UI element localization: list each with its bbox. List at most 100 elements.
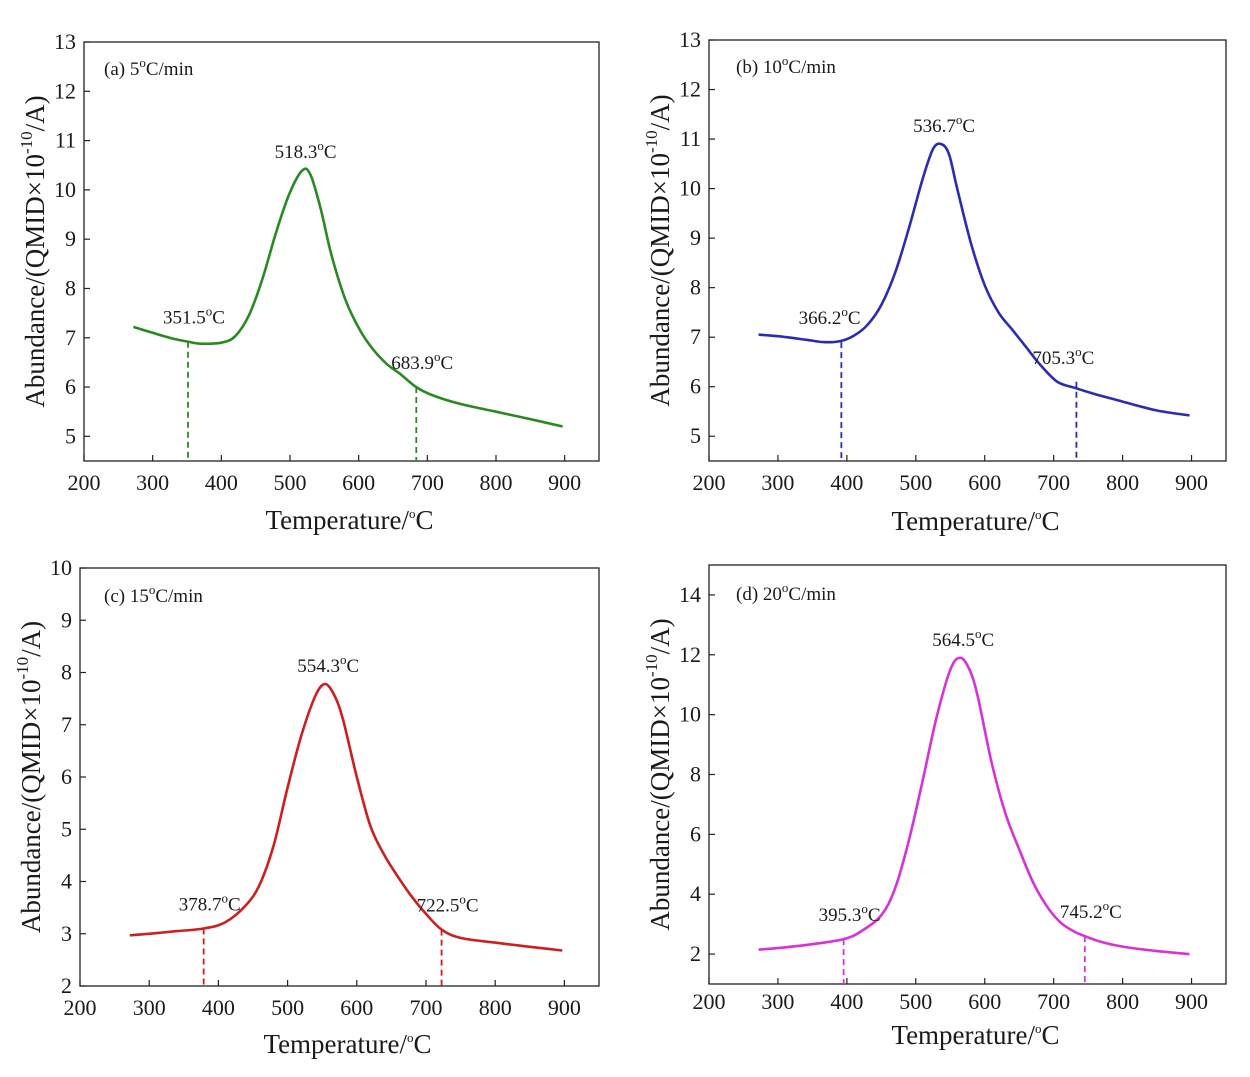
panel-label: (a) 5oC/min [104, 55, 194, 80]
annotation-end: 745.2oC [1060, 898, 1122, 923]
x-tick-label: 200 [64, 995, 97, 1020]
annotation-value: 351.5 [163, 308, 206, 329]
x-tick-label: 600 [968, 470, 1001, 495]
y-tick-label: 8 [690, 275, 701, 300]
panel-label: (b) 10oC/min [736, 53, 836, 78]
annotation-value: 536.7 [913, 116, 956, 137]
y-axis-title-text: Abundance/(QMID×10 [645, 153, 675, 407]
exponent-superscript: -10 [17, 131, 36, 154]
annotation-unit: C [441, 353, 454, 374]
degree-superscript: o [1103, 898, 1110, 913]
annotation-unit: C [228, 895, 241, 916]
panel-label: (c) 15oC/min [104, 582, 203, 607]
annotation-value: 745.2 [1060, 902, 1103, 923]
y-axis-title-text: Abundance/(QMID×10 [16, 680, 46, 934]
annotation-value: 554.3 [297, 656, 340, 677]
x-tick-label: 800 [1106, 989, 1139, 1014]
panel-c: 200 300 400 500 600 700 800 900 2 3 4 5 6 7 8 9 10 Temper… [13, 555, 600, 1059]
y-tick-label: 8 [690, 762, 701, 787]
x-tick-label: 900 [1175, 470, 1208, 495]
annotation-unit: C [1109, 902, 1122, 923]
y-tick-label: 6 [690, 821, 701, 846]
series-line-d [758, 656, 1190, 956]
x-axis-title-text: Temperature/ [891, 1020, 1035, 1050]
annotation-end: 722.5oC [417, 892, 479, 917]
x-tick-label: 600 [340, 995, 373, 1020]
annotation-onset: 395.3oC [819, 901, 881, 926]
y-tick-label: 5 [61, 816, 72, 841]
x-tick-label: 900 [1175, 989, 1208, 1014]
y-tick-label: 7 [65, 325, 76, 350]
annotation-value: 683.9 [391, 353, 434, 374]
series-line-a [133, 167, 563, 428]
degree-superscript: o [861, 901, 868, 916]
x-tick-label: 300 [133, 995, 166, 1020]
annotation-peak: 536.7oC [913, 112, 975, 137]
panel-label-text: (d) 20 [736, 584, 782, 605]
degree-superscript: o [139, 55, 146, 70]
y-axis-title: Abundance/(QMID×10-10/A) [13, 621, 46, 933]
y-tick-label: 6 [65, 374, 76, 399]
y-axis-title-unit: /A) [16, 621, 46, 657]
y-axis-title: Abundance/(QMID×10-10/A) [17, 95, 50, 407]
degree-superscript: o [340, 652, 347, 667]
x-tick-label: 500 [274, 470, 307, 495]
y-tick-label: 12 [54, 78, 76, 103]
degree-superscript: o [841, 304, 848, 319]
plot-frame [79, 567, 600, 987]
panel-label-text: (a) 5 [104, 59, 139, 80]
panel-label-unit: C/min [155, 586, 203, 607]
y-tick-label: 2 [61, 973, 72, 998]
x-tick-label: 400 [202, 995, 235, 1020]
x-axis-title: Temperature/oC [263, 1029, 431, 1059]
y-tick-label: 5 [690, 423, 701, 448]
y-axis-title: Abundance/(QMID×10-10/A) [642, 618, 675, 930]
x-axis-title: Temperature/oC [891, 506, 1059, 536]
annotation-value: 564.5 [932, 630, 975, 651]
annotation-end: 683.9oC [391, 349, 453, 374]
y-tick-label: 12 [679, 642, 701, 667]
y-tick-label: 10 [679, 176, 701, 201]
x-tick-label: 500 [899, 470, 932, 495]
y-tick-label: 7 [690, 324, 701, 349]
x-tick-label: 300 [761, 989, 794, 1014]
annotation-onset: 378.7oC [179, 891, 241, 916]
panel-d: 200 300 400 500 600 700 800 900 2 4 6 8 10 12 14 Temper… [642, 564, 1227, 1050]
y-tick-label: 11 [55, 128, 76, 153]
x-tick-label: 300 [761, 470, 794, 495]
degree-superscript: o [149, 582, 156, 597]
y-axis-title-text: Abundance/(QMID×10 [20, 154, 50, 408]
annotation-onset: 351.5oC [163, 304, 225, 329]
degree-superscript: o [407, 1030, 414, 1045]
y-tick-label: 4 [690, 881, 701, 906]
annotation-unit: C [868, 905, 881, 926]
panel-b: 200 300 400 500 600 700 800 900 5 6 7 8 9 10 11 12 13 Tem… [642, 27, 1227, 536]
x-tick-label: 400 [830, 470, 863, 495]
x-axis-title-text: Temperature/ [263, 1029, 407, 1059]
annotation-value: 395.3 [819, 905, 862, 926]
y-tick-label: 13 [679, 27, 701, 52]
y-axis-title-text: Abundance/(QMID×10 [645, 677, 675, 931]
annotation-unit: C [848, 308, 861, 329]
annotation-peak: 554.3oC [297, 652, 359, 677]
y-tick-label: 6 [690, 374, 701, 399]
y-tick-label: 10 [679, 702, 701, 727]
x-tick-label: 500 [271, 995, 304, 1020]
degree-superscript: o [221, 891, 228, 906]
y-tick-label: 7 [61, 712, 72, 737]
y-axis-title-unit: /A) [20, 95, 50, 131]
x-tick-label: 400 [205, 470, 238, 495]
y-tick-label: 12 [679, 77, 701, 102]
plot-frame [83, 41, 600, 462]
x-tick-label: 700 [410, 995, 443, 1020]
y-tick-label: 8 [61, 660, 72, 685]
x-tick-label: 200 [68, 470, 101, 495]
degree-superscript: o [206, 304, 213, 319]
degree-superscript: o [956, 112, 963, 127]
y-tick-label: 11 [680, 126, 701, 151]
plot-frame [708, 564, 1227, 985]
y-tick-label: 3 [61, 921, 72, 946]
x-axis-title-unit: C [1042, 1020, 1060, 1050]
y-tick-label: 4 [61, 869, 72, 894]
